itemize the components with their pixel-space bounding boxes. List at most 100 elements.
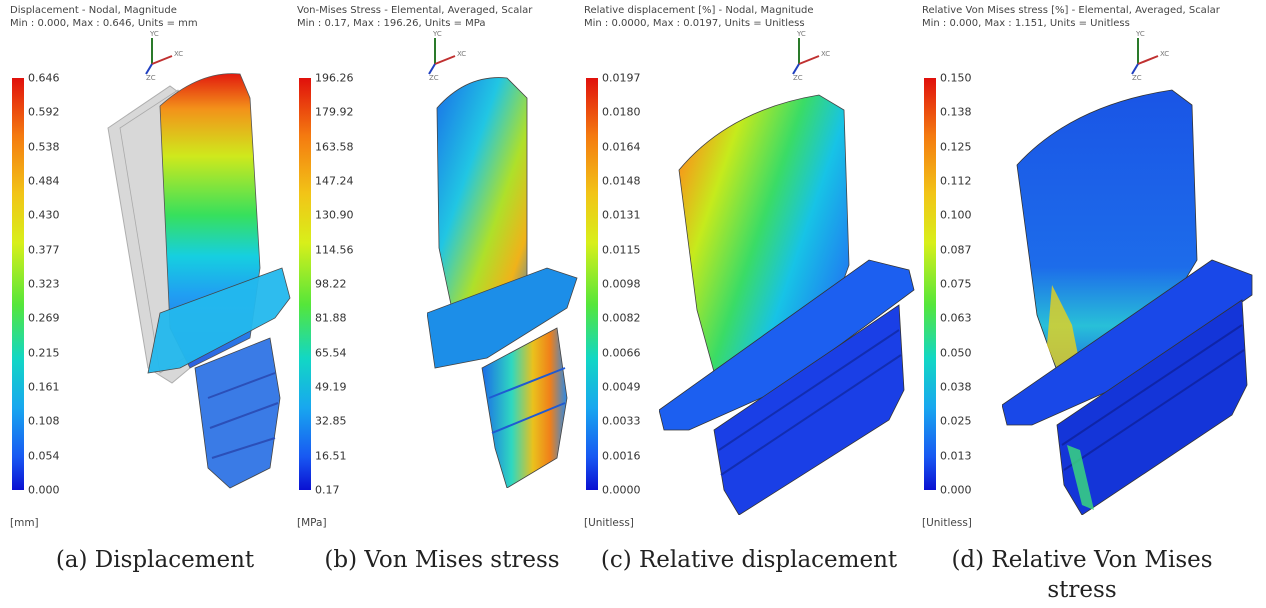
result-header: Von-Mises Stress - Elemental, Averaged, … <box>297 4 532 30</box>
triad-y-label: YC <box>796 30 806 38</box>
legend-tick: 0.0115 <box>602 243 641 257</box>
panel-relative-displacement: Relative displacement [%] - Nodal, Magni… <box>584 0 915 573</box>
result-range: Min : 0.000, Max : 1.151, Units = Unitle… <box>922 18 1130 29</box>
triad-x-label: XC <box>1160 50 1169 58</box>
legend-tick: 0.0197 <box>602 71 641 85</box>
legend-tick: 0.050 <box>940 346 972 360</box>
triad-y-label: YC <box>149 30 159 38</box>
result-title: Von-Mises Stress - Elemental, Averaged, … <box>297 5 533 16</box>
color-legend-ticks: 0.646 0.592 0.538 0.484 0.430 0.377 0.32… <box>28 72 98 497</box>
legend-tick: 0.0000 <box>602 483 641 497</box>
color-legend-bar <box>924 78 936 490</box>
legend-tick: 0.0180 <box>602 105 641 119</box>
result-range: Min : 0.000, Max : 0.646, Units = mm <box>10 18 198 29</box>
legend-tick: 114.56 <box>315 243 354 257</box>
legend-tick: 0.0131 <box>602 208 641 222</box>
legend-tick: 0.17 <box>315 483 340 497</box>
legend-tick: 0.150 <box>940 71 972 85</box>
legend-tick: 16.51 <box>315 449 347 463</box>
legend-tick: 0.0098 <box>602 277 641 291</box>
legend-tick: 0.0164 <box>602 140 641 154</box>
coordinate-triad-icon: YC XC ZC <box>415 30 466 82</box>
result-title: Relative displacement [%] - Nodal, Magni… <box>584 5 814 16</box>
color-legend-ticks: 0.150 0.138 0.125 0.112 0.100 0.087 0.07… <box>940 72 1010 497</box>
triad-z-label: ZC <box>146 74 156 82</box>
legend-tick: 0.0016 <box>602 449 641 463</box>
result-header: Relative Von Mises stress [%] - Elementa… <box>922 4 1220 30</box>
legend-tick: 49.19 <box>315 380 347 394</box>
legend-tick: 0.0033 <box>602 414 641 428</box>
color-legend-ticks: 196.26 179.92 163.58 147.24 130.90 114.5… <box>315 72 385 497</box>
turbine-blade-model <box>427 77 578 488</box>
legend-tick: 0.025 <box>940 414 972 428</box>
legend-tick: 0.087 <box>940 243 972 257</box>
caption-line: stress <box>1047 577 1117 603</box>
figure-caption: (d) Relative Von Mises stress <box>922 545 1242 605</box>
result-range: Min : 0.17, Max : 196.26, Units = MPa <box>297 18 486 29</box>
coordinate-triad-icon: YC XC ZC <box>1118 30 1169 82</box>
triad-x-label: XC <box>821 50 830 58</box>
legend-tick: 81.88 <box>315 311 347 325</box>
legend-tick: 0.075 <box>940 277 972 291</box>
legend-tick: 0.0066 <box>602 346 641 360</box>
turbine-blade-model <box>1002 89 1253 515</box>
legend-tick: 0.646 <box>28 71 60 85</box>
coordinate-triad-icon: YC XC ZC <box>779 30 830 82</box>
figure-caption: (b) Von Mises stress <box>324 547 560 573</box>
legend-tick: 0.215 <box>28 346 60 360</box>
legend-tick: 0.484 <box>28 174 60 188</box>
legend-tick: 0.377 <box>28 243 60 257</box>
legend-tick: 65.54 <box>315 346 347 360</box>
turbine-blade-model <box>107 73 291 489</box>
legend-unit: [mm] <box>10 517 39 529</box>
legend-unit: [Unitless] <box>922 517 972 529</box>
legend-tick: 0.054 <box>28 449 60 463</box>
result-range: Min : 0.0000, Max : 0.0197, Units = Unit… <box>584 18 805 29</box>
panel-relative-von-mises-stress: Relative Von Mises stress [%] - Elementa… <box>922 0 1262 603</box>
coordinate-triad-icon: YC XC ZC <box>132 30 183 82</box>
triad-z-label: ZC <box>429 74 439 82</box>
legend-tick: 163.58 <box>315 140 354 154</box>
legend-tick: 147.24 <box>315 174 354 188</box>
legend-tick: 0.108 <box>28 414 60 428</box>
legend-tick: 0.0082 <box>602 311 641 325</box>
result-title: Displacement - Nodal, Magnitude <box>10 5 177 16</box>
legend-unit: [Unitless] <box>584 517 634 529</box>
legend-tick: 0.269 <box>28 311 60 325</box>
legend-tick: 0.100 <box>940 208 972 222</box>
legend-tick: 0.038 <box>940 380 972 394</box>
result-title: Relative Von Mises stress [%] - Elementa… <box>922 5 1220 16</box>
legend-tick: 0.125 <box>940 140 972 154</box>
color-legend-bar <box>586 78 598 490</box>
panel-displacement: Displacement - Nodal, Magnitude Min : 0.… <box>10 0 300 573</box>
figure-caption: (c) Relative displacement <box>600 547 898 573</box>
triad-y-label: YC <box>1135 30 1145 38</box>
triad-x-label: XC <box>457 50 466 58</box>
legend-tick: 0.013 <box>940 449 972 463</box>
result-header: Displacement - Nodal, Magnitude Min : 0.… <box>10 4 198 30</box>
legend-tick: 98.22 <box>315 277 347 291</box>
legend-tick: 0.323 <box>28 277 60 291</box>
legend-tick: 0.063 <box>940 311 972 325</box>
triad-y-label: YC <box>432 30 442 38</box>
legend-unit: [MPa] <box>297 517 327 529</box>
legend-tick: 179.92 <box>315 105 354 119</box>
triad-z-label: ZC <box>1132 74 1142 82</box>
legend-tick: 0.000 <box>940 483 972 497</box>
triad-x-label: XC <box>174 50 183 58</box>
turbine-blade-model <box>659 94 915 515</box>
legend-tick: 130.90 <box>315 208 354 222</box>
color-legend-bar <box>12 78 24 490</box>
legend-tick: 0.138 <box>940 105 972 119</box>
legend-tick: 0.592 <box>28 105 60 119</box>
legend-tick: 0.430 <box>28 208 60 222</box>
legend-tick: 0.538 <box>28 140 60 154</box>
triad-z-label: ZC <box>793 74 803 82</box>
figure-caption: (a) Displacement <box>55 547 255 573</box>
legend-tick: 0.000 <box>28 483 60 497</box>
legend-tick: 196.26 <box>315 71 354 85</box>
legend-tick: 32.85 <box>315 414 347 428</box>
color-legend-ticks: 0.0197 0.0180 0.0164 0.0148 0.0131 0.011… <box>602 72 672 497</box>
caption-line: (d) Relative Von Mises <box>951 547 1213 573</box>
legend-tick: 0.112 <box>940 174 972 188</box>
